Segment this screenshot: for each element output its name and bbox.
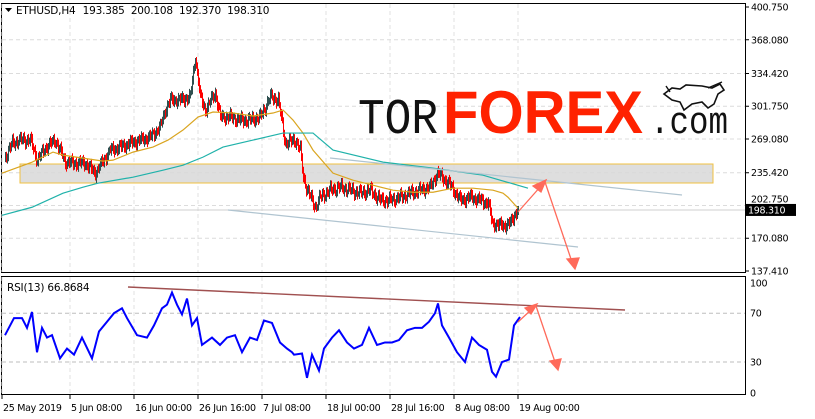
rsi-tick-label: 30 bbox=[750, 358, 762, 369]
last-price-badge: 198.310 bbox=[746, 203, 796, 216]
forecast-arrows bbox=[517, 178, 580, 271]
arrow-up-line bbox=[517, 185, 542, 213]
x-tick-label: 16 Jun 00:00 bbox=[135, 403, 192, 414]
y-tick-label: 202.750 bbox=[751, 194, 788, 205]
y-tick-label: 137.410 bbox=[751, 267, 788, 278]
y-tick-label: 235.420 bbox=[751, 168, 788, 179]
rsi-forecast-arrows bbox=[517, 302, 562, 372]
x-tick-label: 5 Jun 08:00 bbox=[71, 403, 122, 414]
slow-moving-average bbox=[1, 132, 529, 216]
symbol-menu-triangle-icon[interactable] bbox=[5, 8, 12, 12]
logo-forex: FOREX bbox=[443, 79, 643, 146]
y-tick-label: 301.750 bbox=[751, 102, 788, 113]
axes: 400.750 368.080 334.420 301.750 269.080 235.4… bbox=[1, 3, 789, 414]
candles bbox=[5, 57, 519, 235]
arrow-up-head-icon bbox=[531, 178, 548, 194]
support-resistance-zone bbox=[19, 163, 714, 184]
symbol-label: ETHUSD,H4 bbox=[16, 5, 76, 17]
rsi-arrow-up-head-icon bbox=[523, 302, 539, 316]
x-tick-label: 18 Jul 00:00 bbox=[327, 403, 381, 414]
logo-com: .com bbox=[650, 102, 728, 145]
upper-channel-line bbox=[329, 157, 683, 196]
rsi-tick-label: 70 bbox=[750, 309, 762, 320]
y-tick-label: 400.750 bbox=[751, 3, 788, 14]
x-tick-label: 26 Jun 16:00 bbox=[199, 403, 256, 414]
fast-moving-average bbox=[1, 109, 519, 209]
rsi-tick-label: 0 bbox=[750, 389, 756, 400]
open-value: 193.385 bbox=[83, 5, 125, 17]
y-tick-label: 368.080 bbox=[751, 35, 788, 46]
x-tick-label: 8 Aug 08:00 bbox=[455, 403, 510, 414]
y-tick-label: 334.420 bbox=[751, 69, 788, 80]
rsi-series bbox=[4, 289, 521, 379]
chart-header: ETHUSD,H4 193.385 200.108 192.370 198.31… bbox=[16, 5, 269, 17]
arrow-down-line bbox=[544, 181, 573, 263]
bull-icon bbox=[662, 81, 726, 112]
x-tick-label: 7 Jul 08:00 bbox=[263, 403, 311, 414]
torforex-logo: TOR FOREX .com bbox=[358, 79, 728, 149]
high-value: 200.108 bbox=[131, 5, 173, 17]
close-value: 198.310 bbox=[227, 5, 269, 17]
y-tick-label: 170.080 bbox=[751, 234, 788, 245]
logo-tor: TOR bbox=[358, 92, 438, 149]
rsi-arrow-down-head-icon bbox=[548, 358, 562, 372]
rsi-tick-label: 100 bbox=[750, 279, 767, 290]
x-tick-label: 28 Jul 16:00 bbox=[391, 403, 445, 414]
lower-channel-line bbox=[227, 209, 579, 248]
rsi-trendline bbox=[127, 286, 626, 311]
y-tick-label: 269.080 bbox=[751, 135, 788, 146]
moving-averages bbox=[1, 109, 529, 216]
rsi-line bbox=[4, 289, 521, 379]
low-value: 192.370 bbox=[179, 5, 221, 17]
rsi-title: RSI(13) 66.8684 bbox=[7, 282, 90, 294]
rsi-arrow-down-line bbox=[535, 305, 556, 363]
x-tick-label: 19 Aug 00:00 bbox=[519, 403, 580, 414]
last-price-label: 198.310 bbox=[748, 205, 785, 216]
arrow-down-head-icon bbox=[565, 257, 580, 271]
x-tick-label: 25 May 2019 bbox=[3, 403, 62, 414]
